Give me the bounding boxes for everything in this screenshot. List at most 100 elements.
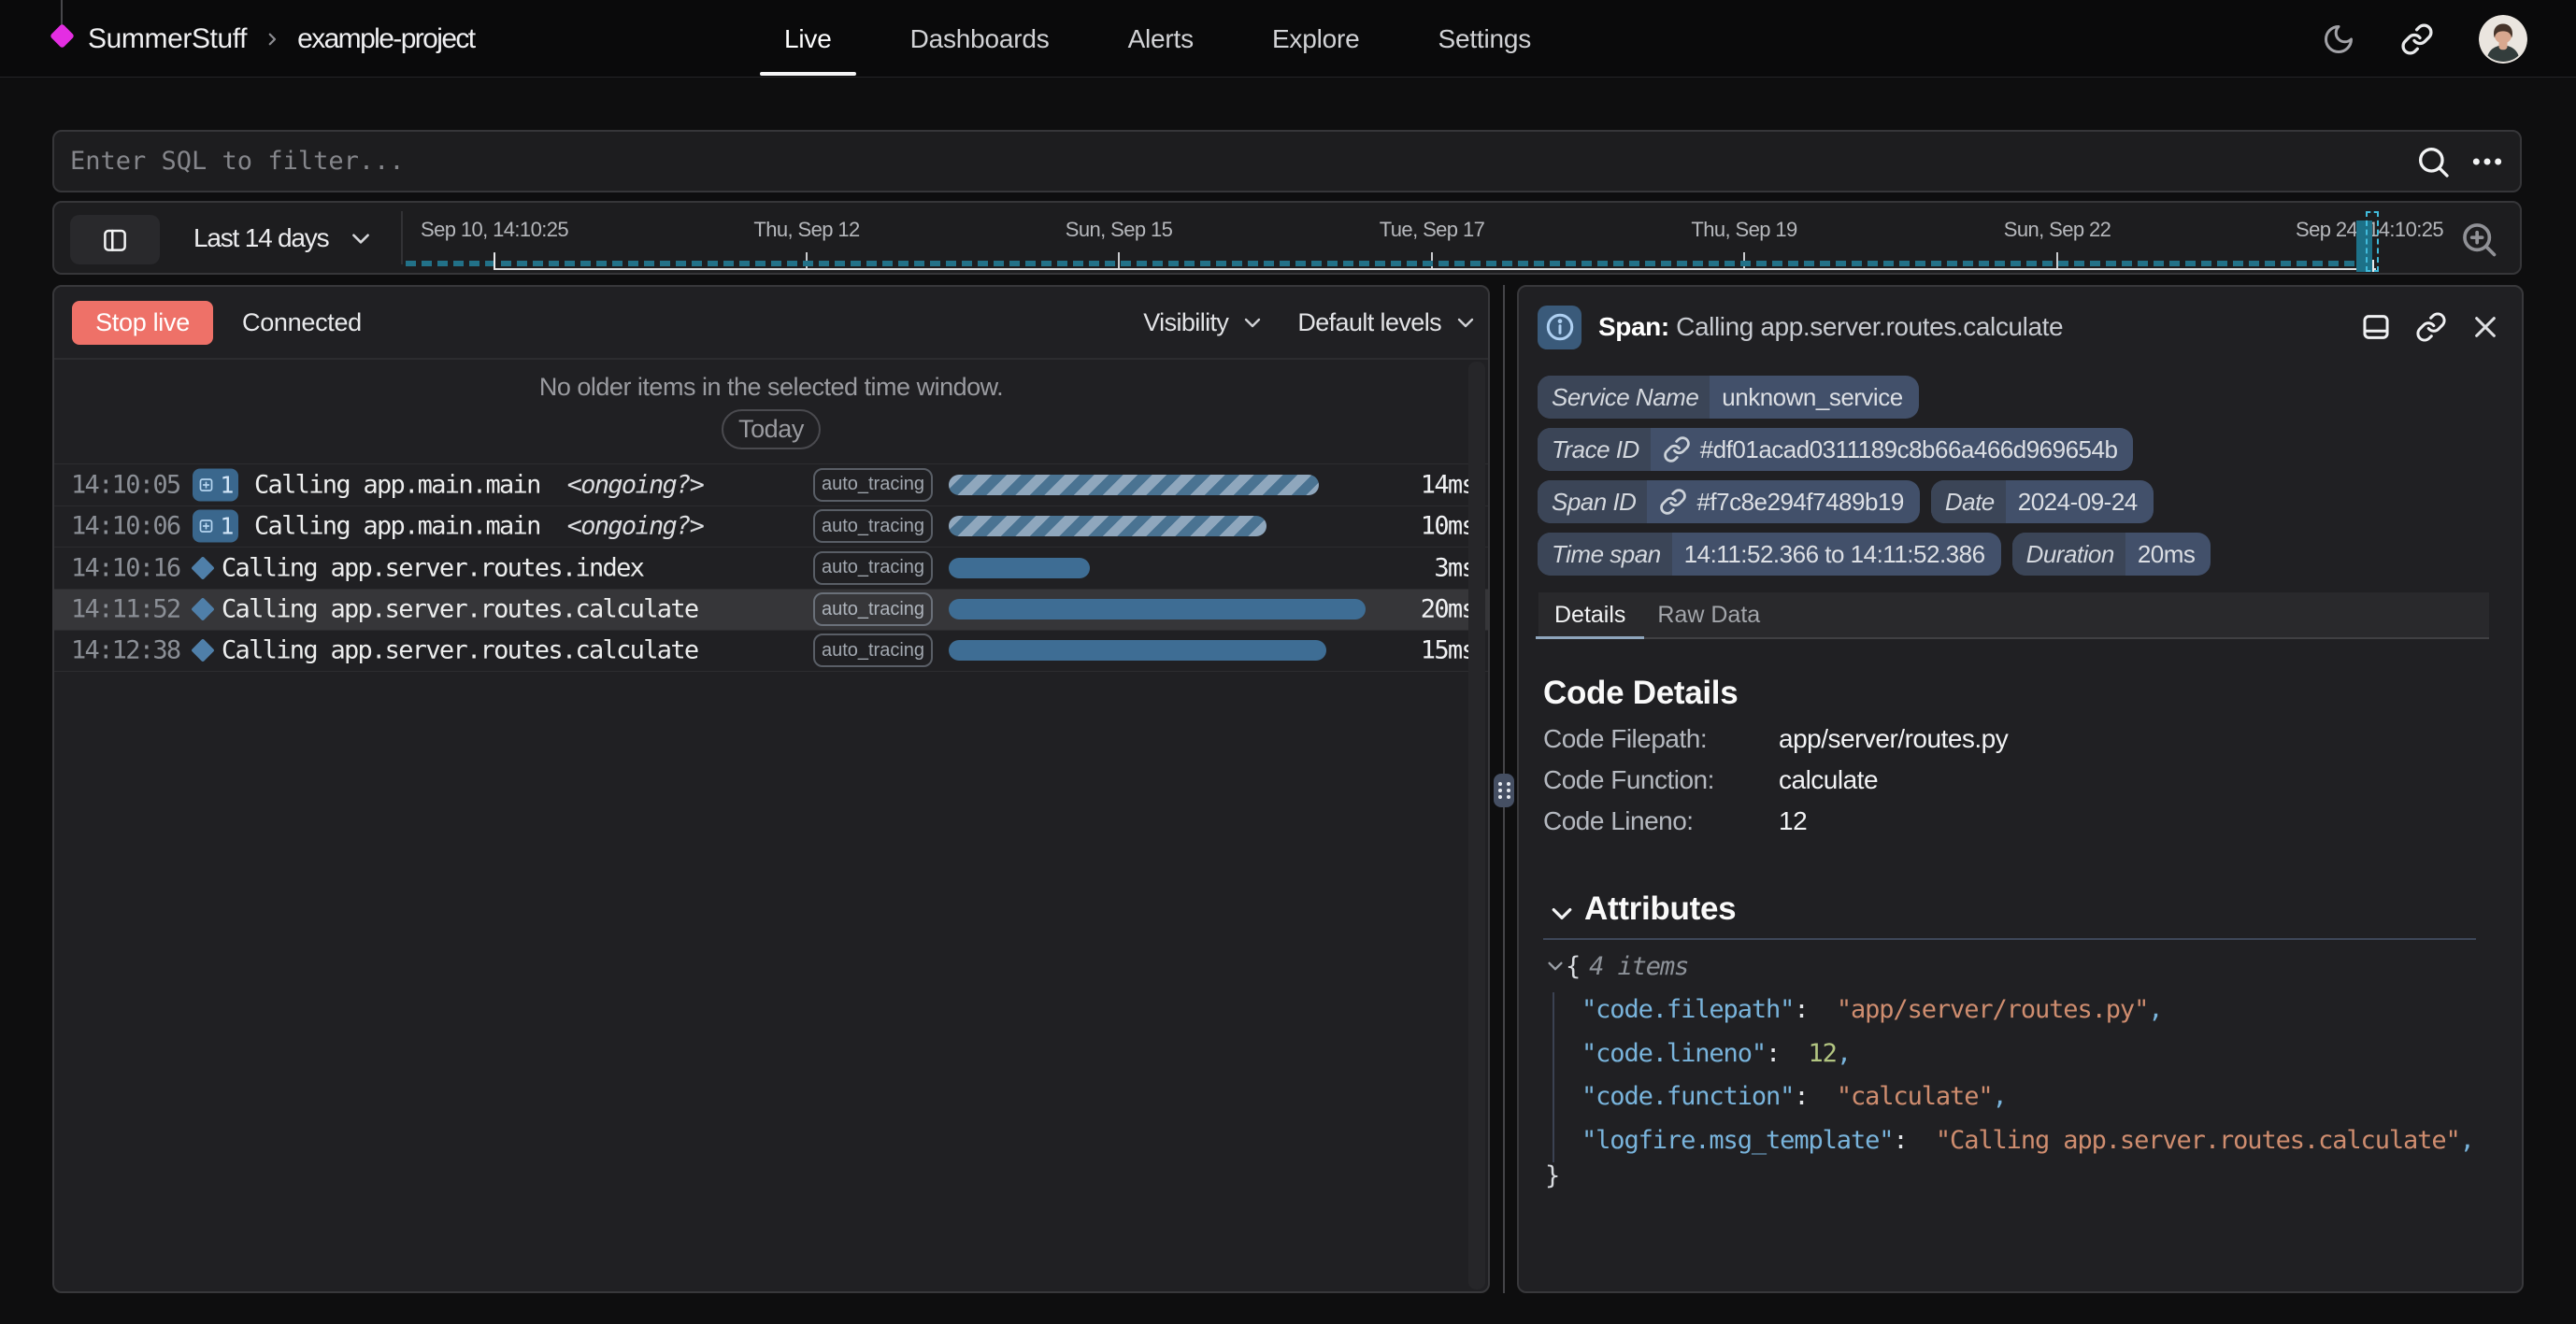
badge-row: Trace ID #df01acad0311189c8b66a466d969654…	[1538, 428, 2211, 471]
json-indent-guide	[1553, 992, 1554, 1162]
log-row[interactable]: 14:10:16 Calling app.server.routes.index…	[54, 547, 1488, 589]
timeline-tick-label: Sep 10, 14:10:25	[421, 218, 569, 241]
pill-label: Trace ID	[1538, 428, 1651, 471]
time-range-bar: Last 14 days Sep 10, 14:10:25 Thu, Sep 1…	[52, 201, 2522, 275]
panel-resize-handle[interactable]	[1494, 774, 1514, 807]
breadcrumb-org[interactable]: SummerStuff	[88, 22, 248, 54]
tab-details[interactable]: Details	[1535, 592, 1645, 639]
log-row[interactable]: 14:10:06 1 Calling app.main.main <ongoing…	[54, 505, 1488, 548]
grip-dots-icon	[1497, 782, 1510, 799]
log-row-duration: 20ms	[1420, 594, 1477, 624]
log-row-duration: 15ms	[1420, 635, 1477, 665]
log-row[interactable]: 14:12:38 Calling app.server.routes.calcu…	[54, 630, 1488, 672]
log-row-message: Calling app.main.main <ongoing?>	[254, 511, 705, 541]
timeline-tick-mark	[1431, 252, 1433, 268]
timeline-tick-mark	[2056, 252, 2058, 268]
plus-square-icon	[199, 520, 213, 534]
timeline-window-start-tick	[494, 252, 495, 269]
close-icon[interactable]	[2470, 312, 2500, 342]
log-row-tag[interactable]: auto_tracing	[813, 550, 933, 585]
log-row-tag[interactable]: auto_tracing	[813, 634, 933, 668]
top-bar: SummerStuff example-project Live Dashboa…	[0, 0, 2576, 78]
span-attribute-pill[interactable]: Span ID #f7c8e294f7489b19	[1538, 480, 1920, 523]
code-detail-row: Code Function: calculate	[1543, 765, 1879, 794]
log-row-tag[interactable]: auto_tracing	[813, 467, 933, 502]
log-row-icon: 1	[193, 509, 238, 543]
pill-value: 20ms	[2137, 539, 2196, 568]
span-panel-header: Span: Calling app.server.routes.calculat…	[1519, 287, 2522, 367]
sql-filter-bar	[52, 130, 2522, 192]
nav-tab-dashboards[interactable]: Dashboards	[909, 23, 1050, 53]
scrollbar-track[interactable]	[1468, 362, 1485, 1289]
trace-count-badge[interactable]: 1	[193, 509, 238, 543]
timeline-tick-label: Thu, Sep 12	[753, 218, 860, 241]
timeline[interactable]: Sep 10, 14:10:25 Thu, Sep 12 Sun, Sep 15…	[54, 203, 2520, 273]
sidebar-toggle-button[interactable]	[70, 215, 160, 264]
today-button[interactable]: Today	[721, 409, 822, 449]
log-row-tag[interactable]: auto_tracing	[813, 592, 933, 627]
span-attribute-pill[interactable]: Trace ID #df01acad0311189c8b66a466d969654…	[1538, 428, 2134, 471]
log-row[interactable]: 14:10:05 1 Calling app.main.main <ongoing…	[54, 463, 1488, 505]
timeline-tick-label: Tue, Sep 17	[1379, 218, 1485, 241]
default-levels-select[interactable]: Default levels	[1297, 308, 1477, 337]
log-row-timestamp: 14:10:06	[71, 511, 181, 541]
visibility-select[interactable]: Visibility	[1143, 308, 1264, 337]
pill-value[interactable]: #f7c8e294f7489b19	[1647, 480, 1919, 523]
log-row-duration-bar	[949, 557, 1090, 578]
span-badges: Service Name unknown_service Trace ID #df01…	[1538, 376, 2211, 576]
chevron-down-icon[interactable]	[1548, 900, 1576, 928]
zoom-in-icon[interactable]	[2458, 219, 2499, 260]
nav-tab-explore[interactable]: Explore	[1271, 23, 1360, 53]
span-attribute-pill: Date 2024-09-24	[1930, 480, 2154, 523]
log-row-duration-bar	[949, 640, 1326, 662]
nav-tab-settings[interactable]: Settings	[1438, 23, 1532, 53]
trace-count-badge[interactable]: 1	[193, 468, 238, 502]
panel-left-icon	[101, 226, 129, 254]
nav-tab-live[interactable]: Live	[760, 0, 855, 78]
timeline-activity-line	[406, 261, 2356, 266]
span-detail-panel: Span: Calling app.server.routes.calculat…	[1517, 285, 2524, 1293]
tab-raw-data[interactable]: Raw Data	[1657, 601, 1761, 628]
pill-value[interactable]: #df01acad0311189c8b66a466d969654b	[1651, 428, 2134, 471]
link-icon[interactable]	[2415, 311, 2447, 343]
chevron-down-icon	[1545, 952, 1566, 981]
dock-bottom-icon[interactable]	[2360, 311, 2392, 343]
pill-value: unknown_service	[1722, 382, 1903, 411]
pill-value: 2024-09-24	[2017, 487, 2139, 516]
link-icon[interactable]	[2400, 22, 2434, 56]
json-attribute-line: "code.function": "calculate",	[1581, 1082, 2008, 1111]
log-row-icon	[191, 556, 215, 580]
log-row-timestamp: 14:12:38	[71, 635, 181, 665]
time-range-select[interactable]: Last 14 days	[193, 203, 373, 273]
timeline-tick-label: Sun, Sep 22	[2003, 218, 2111, 241]
sql-filter-input[interactable]	[54, 132, 2414, 191]
pill-label: Time span	[1538, 533, 1672, 576]
log-row[interactable]: 14:11:52 Calling app.server.routes.calcu…	[54, 588, 1488, 630]
search-icon[interactable]	[2414, 143, 2452, 180]
json-close-line: }	[1545, 1161, 1560, 1190]
log-row-tag[interactable]: auto_tracing	[813, 509, 933, 544]
avatar[interactable]	[2479, 14, 2527, 64]
breadcrumb-project[interactable]: example-project	[297, 22, 476, 54]
log-row-duration-bar	[949, 599, 1366, 620]
stop-live-button[interactable]: Stop live	[72, 300, 213, 345]
timeline-tick-label: Thu, Sep 19	[1691, 218, 1797, 241]
chevron-down-icon	[1245, 318, 1261, 328]
link-icon	[1660, 489, 1687, 515]
json-attribute-line: "logfire.msg_template": "Calling app.ser…	[1581, 1125, 2475, 1155]
logo-diamond-icon[interactable]	[50, 23, 75, 49]
chevron-right-icon	[264, 31, 280, 48]
timebar-divider	[401, 211, 403, 264]
log-row-timestamp: 14:11:52	[71, 594, 181, 624]
breadcrumb: SummerStuff example-project	[88, 0, 476, 78]
timeline-tick-mark	[1743, 252, 1745, 268]
logo-drop-line	[61, 0, 63, 25]
ellipsis-icon[interactable]	[2469, 143, 2506, 180]
plus-square-icon	[199, 477, 213, 491]
log-rows-list: 14:10:05 1 Calling app.main.main <ongoing…	[54, 463, 1488, 672]
log-row-duration: 10ms	[1420, 511, 1477, 541]
moon-icon[interactable]	[2322, 22, 2355, 56]
json-open-line[interactable]: {4 items	[1545, 952, 1689, 981]
json-attribute-line: "code.filepath": "app/server/routes.py",	[1581, 995, 2164, 1024]
nav-tab-alerts[interactable]: Alerts	[1127, 23, 1195, 53]
